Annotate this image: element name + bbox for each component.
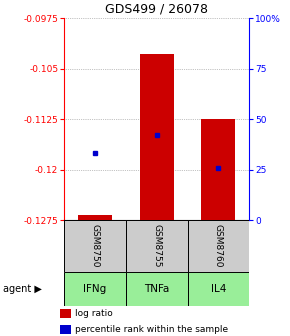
Text: GSM8750: GSM8750: [90, 224, 99, 268]
Bar: [126, 272, 188, 306]
Bar: [60, 309, 71, 319]
Bar: [202, 119, 235, 220]
Bar: [78, 215, 112, 220]
Bar: [188, 220, 249, 272]
Bar: [126, 220, 188, 272]
Text: GSM8755: GSM8755: [152, 224, 161, 268]
Text: agent ▶: agent ▶: [3, 284, 42, 294]
Bar: [64, 220, 126, 272]
Bar: [60, 325, 71, 334]
Text: percentile rank within the sample: percentile rank within the sample: [75, 325, 228, 334]
Bar: [64, 272, 126, 306]
Bar: [188, 272, 249, 306]
Text: IFNg: IFNg: [83, 284, 106, 294]
Text: GSM8760: GSM8760: [214, 224, 223, 268]
Text: TNFa: TNFa: [144, 284, 169, 294]
Text: log ratio: log ratio: [75, 309, 113, 319]
Text: IL4: IL4: [211, 284, 226, 294]
Title: GDS499 / 26078: GDS499 / 26078: [105, 3, 208, 16]
Bar: [139, 54, 174, 220]
